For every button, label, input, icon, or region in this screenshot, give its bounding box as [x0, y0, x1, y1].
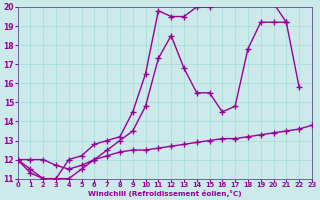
X-axis label: Windchill (Refroidissement éolien,°C): Windchill (Refroidissement éolien,°C) — [88, 190, 242, 197]
